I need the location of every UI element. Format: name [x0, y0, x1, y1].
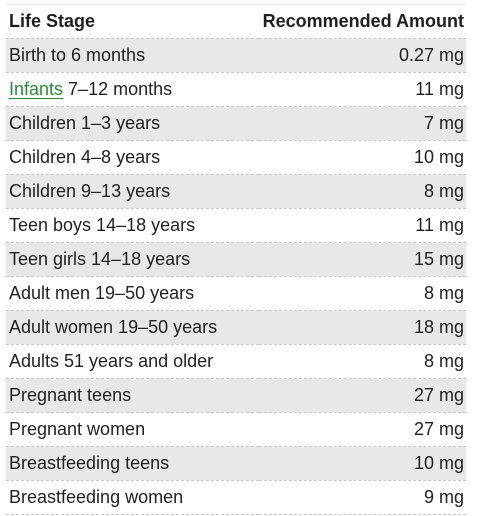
amount-cell: 9 mg: [258, 480, 466, 515]
amount-cell: 27 mg: [258, 412, 466, 447]
life-stage-cell: Adult men 19–50 years: [6, 276, 259, 311]
table-row: Children 9–13 years 8 mg: [6, 174, 466, 209]
table-row: Teen girls 14–18 years 15 mg: [6, 242, 466, 277]
amount-cell: 15 mg: [258, 242, 466, 277]
amount-cell: 8 mg: [258, 344, 466, 379]
table-row: Adult men 19–50 years 8 mg: [6, 276, 466, 311]
amount-cell: 11 mg: [258, 208, 466, 243]
amount-cell: 27 mg: [258, 378, 466, 413]
life-stage-cell: Teen girls 14–18 years: [6, 242, 259, 277]
header-recommended-amount: Recommended Amount: [258, 4, 466, 39]
life-stage-cell: Children 4–8 years: [6, 140, 259, 175]
table-row: Pregnant women 27 mg: [6, 412, 466, 447]
life-stage-cell: Birth to 6 months: [6, 38, 259, 73]
amount-cell: 7 mg: [258, 106, 466, 141]
life-stage-cell: Pregnant women: [6, 412, 259, 447]
amount-cell: 10 mg: [258, 446, 466, 481]
life-stage-cell: Children 9–13 years: [6, 174, 259, 209]
amount-cell: 0.27 mg: [258, 38, 466, 73]
table-row: Adult women 19–50 years 18 mg: [6, 310, 466, 345]
life-stage-cell: Pregnant teens: [6, 378, 259, 413]
recommended-amount-table-container: Life Stage Recommended Amount Birth to 6…: [6, 4, 466, 515]
header-row: Life Stage Recommended Amount: [6, 4, 466, 39]
amount-cell: 8 mg: [258, 276, 466, 311]
infants-link[interactable]: Infants: [9, 79, 64, 99]
table-row: Breastfeeding women 9 mg: [6, 480, 466, 515]
life-stage-cell: Breastfeeding women: [6, 480, 259, 515]
recommended-amount-table: Life Stage Recommended Amount Birth to 6…: [6, 4, 466, 515]
life-stage-cell: Breastfeeding teens: [6, 446, 259, 481]
table-row: Teen boys 14–18 years 11 mg: [6, 208, 466, 243]
table-row: Birth to 6 months 0.27 mg: [6, 38, 466, 73]
table-header: Life Stage Recommended Amount: [6, 4, 466, 39]
life-stage-cell: Adult women 19–50 years: [6, 310, 259, 345]
amount-cell: 18 mg: [258, 310, 466, 345]
table-row: Adults 51 years and older 8 mg: [6, 344, 466, 379]
table-row: Children 4–8 years 10 mg: [6, 140, 466, 175]
table-row: Breastfeeding teens 10 mg: [6, 446, 466, 481]
life-stage-cell: Teen boys 14–18 years: [6, 208, 259, 243]
life-stage-cell: Adults 51 years and older: [6, 344, 259, 379]
life-stage-text: 7–12 months: [63, 79, 173, 99]
amount-cell: 8 mg: [258, 174, 466, 209]
life-stage-cell: Infants 7–12 months: [6, 72, 259, 107]
table-body: Birth to 6 months 0.27 mg Infants 7–12 m…: [6, 38, 466, 515]
table-row: Children 1–3 years 7 mg: [6, 106, 466, 141]
table-row: Pregnant teens 27 mg: [6, 378, 466, 413]
life-stage-cell: Children 1–3 years: [6, 106, 259, 141]
table-row: Infants 7–12 months 11 mg: [6, 72, 466, 107]
amount-cell: 11 mg: [258, 72, 466, 107]
amount-cell: 10 mg: [258, 140, 466, 175]
header-life-stage: Life Stage: [6, 4, 259, 39]
